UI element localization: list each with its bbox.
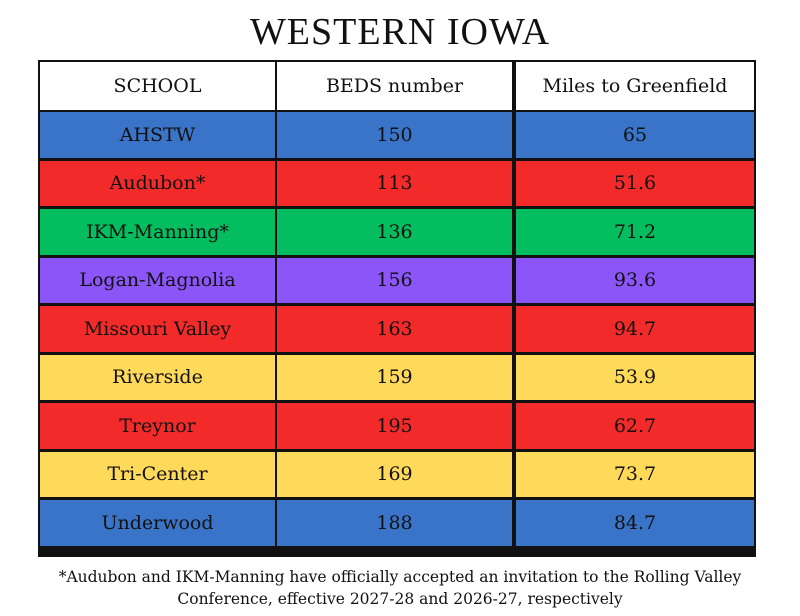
table-row: Underwood 188 84.7 bbox=[40, 500, 754, 546]
table-row: Tri-Center 169 73.7 bbox=[40, 451, 754, 498]
footnote-line-2: Conference, effective 2027-28 and 2026-2… bbox=[177, 590, 623, 608]
table-row: Audubon* 113 51.6 bbox=[40, 160, 754, 207]
miles-cell: 53.9 bbox=[516, 354, 754, 401]
table-header-row: SCHOOL BEDS number Miles to Greenfield bbox=[40, 62, 754, 110]
miles-cell: 62.7 bbox=[516, 403, 754, 449]
beds-cell: 169 bbox=[277, 451, 512, 498]
beds-cell: 159 bbox=[277, 354, 512, 401]
school-cell: AHSTW bbox=[40, 112, 275, 158]
table-row: IKM-Manning* 136 71.2 bbox=[40, 209, 754, 255]
page-title: WESTERN IOWA bbox=[249, 11, 551, 53]
school-cell: Missouri Valley bbox=[40, 306, 275, 352]
miles-cell: 51.6 bbox=[516, 160, 754, 207]
footnote-line-1: *Audubon and IKM-Manning have officially… bbox=[58, 568, 742, 586]
school-cell: Riverside bbox=[40, 354, 275, 401]
header-miles: Miles to Greenfield bbox=[516, 62, 754, 110]
beds-cell: 156 bbox=[277, 257, 512, 304]
school-cell: Tri-Center bbox=[40, 451, 275, 498]
table-row: Riverside 159 53.9 bbox=[40, 354, 754, 401]
beds-cell: 136 bbox=[277, 209, 512, 255]
school-cell: Logan-Magnolia bbox=[40, 257, 275, 304]
beds-cell: 188 bbox=[277, 500, 512, 546]
header-beds: BEDS number bbox=[277, 62, 512, 110]
table-row: Missouri Valley 163 94.7 bbox=[40, 306, 754, 352]
school-cell: IKM-Manning* bbox=[40, 209, 275, 255]
table-row: AHSTW 150 65 bbox=[40, 112, 754, 158]
beds-cell: 163 bbox=[277, 306, 512, 352]
miles-cell: 94.7 bbox=[516, 306, 754, 352]
miles-cell: 93.6 bbox=[516, 257, 754, 304]
miles-cell: 73.7 bbox=[516, 451, 754, 498]
miles-cell: 71.2 bbox=[516, 209, 754, 255]
table-row: Logan-Magnolia 156 93.6 bbox=[40, 257, 754, 304]
beds-cell: 113 bbox=[277, 160, 512, 207]
schools-table: SCHOOL BEDS number Miles to Greenfield A… bbox=[38, 60, 756, 557]
footnote: *Audubon and IKM-Manning have officially… bbox=[20, 566, 780, 610]
school-cell: Treynor bbox=[40, 403, 275, 449]
school-cell: Audubon* bbox=[40, 160, 275, 207]
miles-cell: 65 bbox=[516, 112, 754, 158]
table-row: Treynor 195 62.7 bbox=[40, 403, 754, 449]
miles-cell: 84.7 bbox=[516, 500, 754, 546]
school-cell: Underwood bbox=[40, 500, 275, 546]
beds-cell: 150 bbox=[277, 112, 512, 158]
beds-cell: 195 bbox=[277, 403, 512, 449]
header-school: SCHOOL bbox=[40, 62, 275, 110]
